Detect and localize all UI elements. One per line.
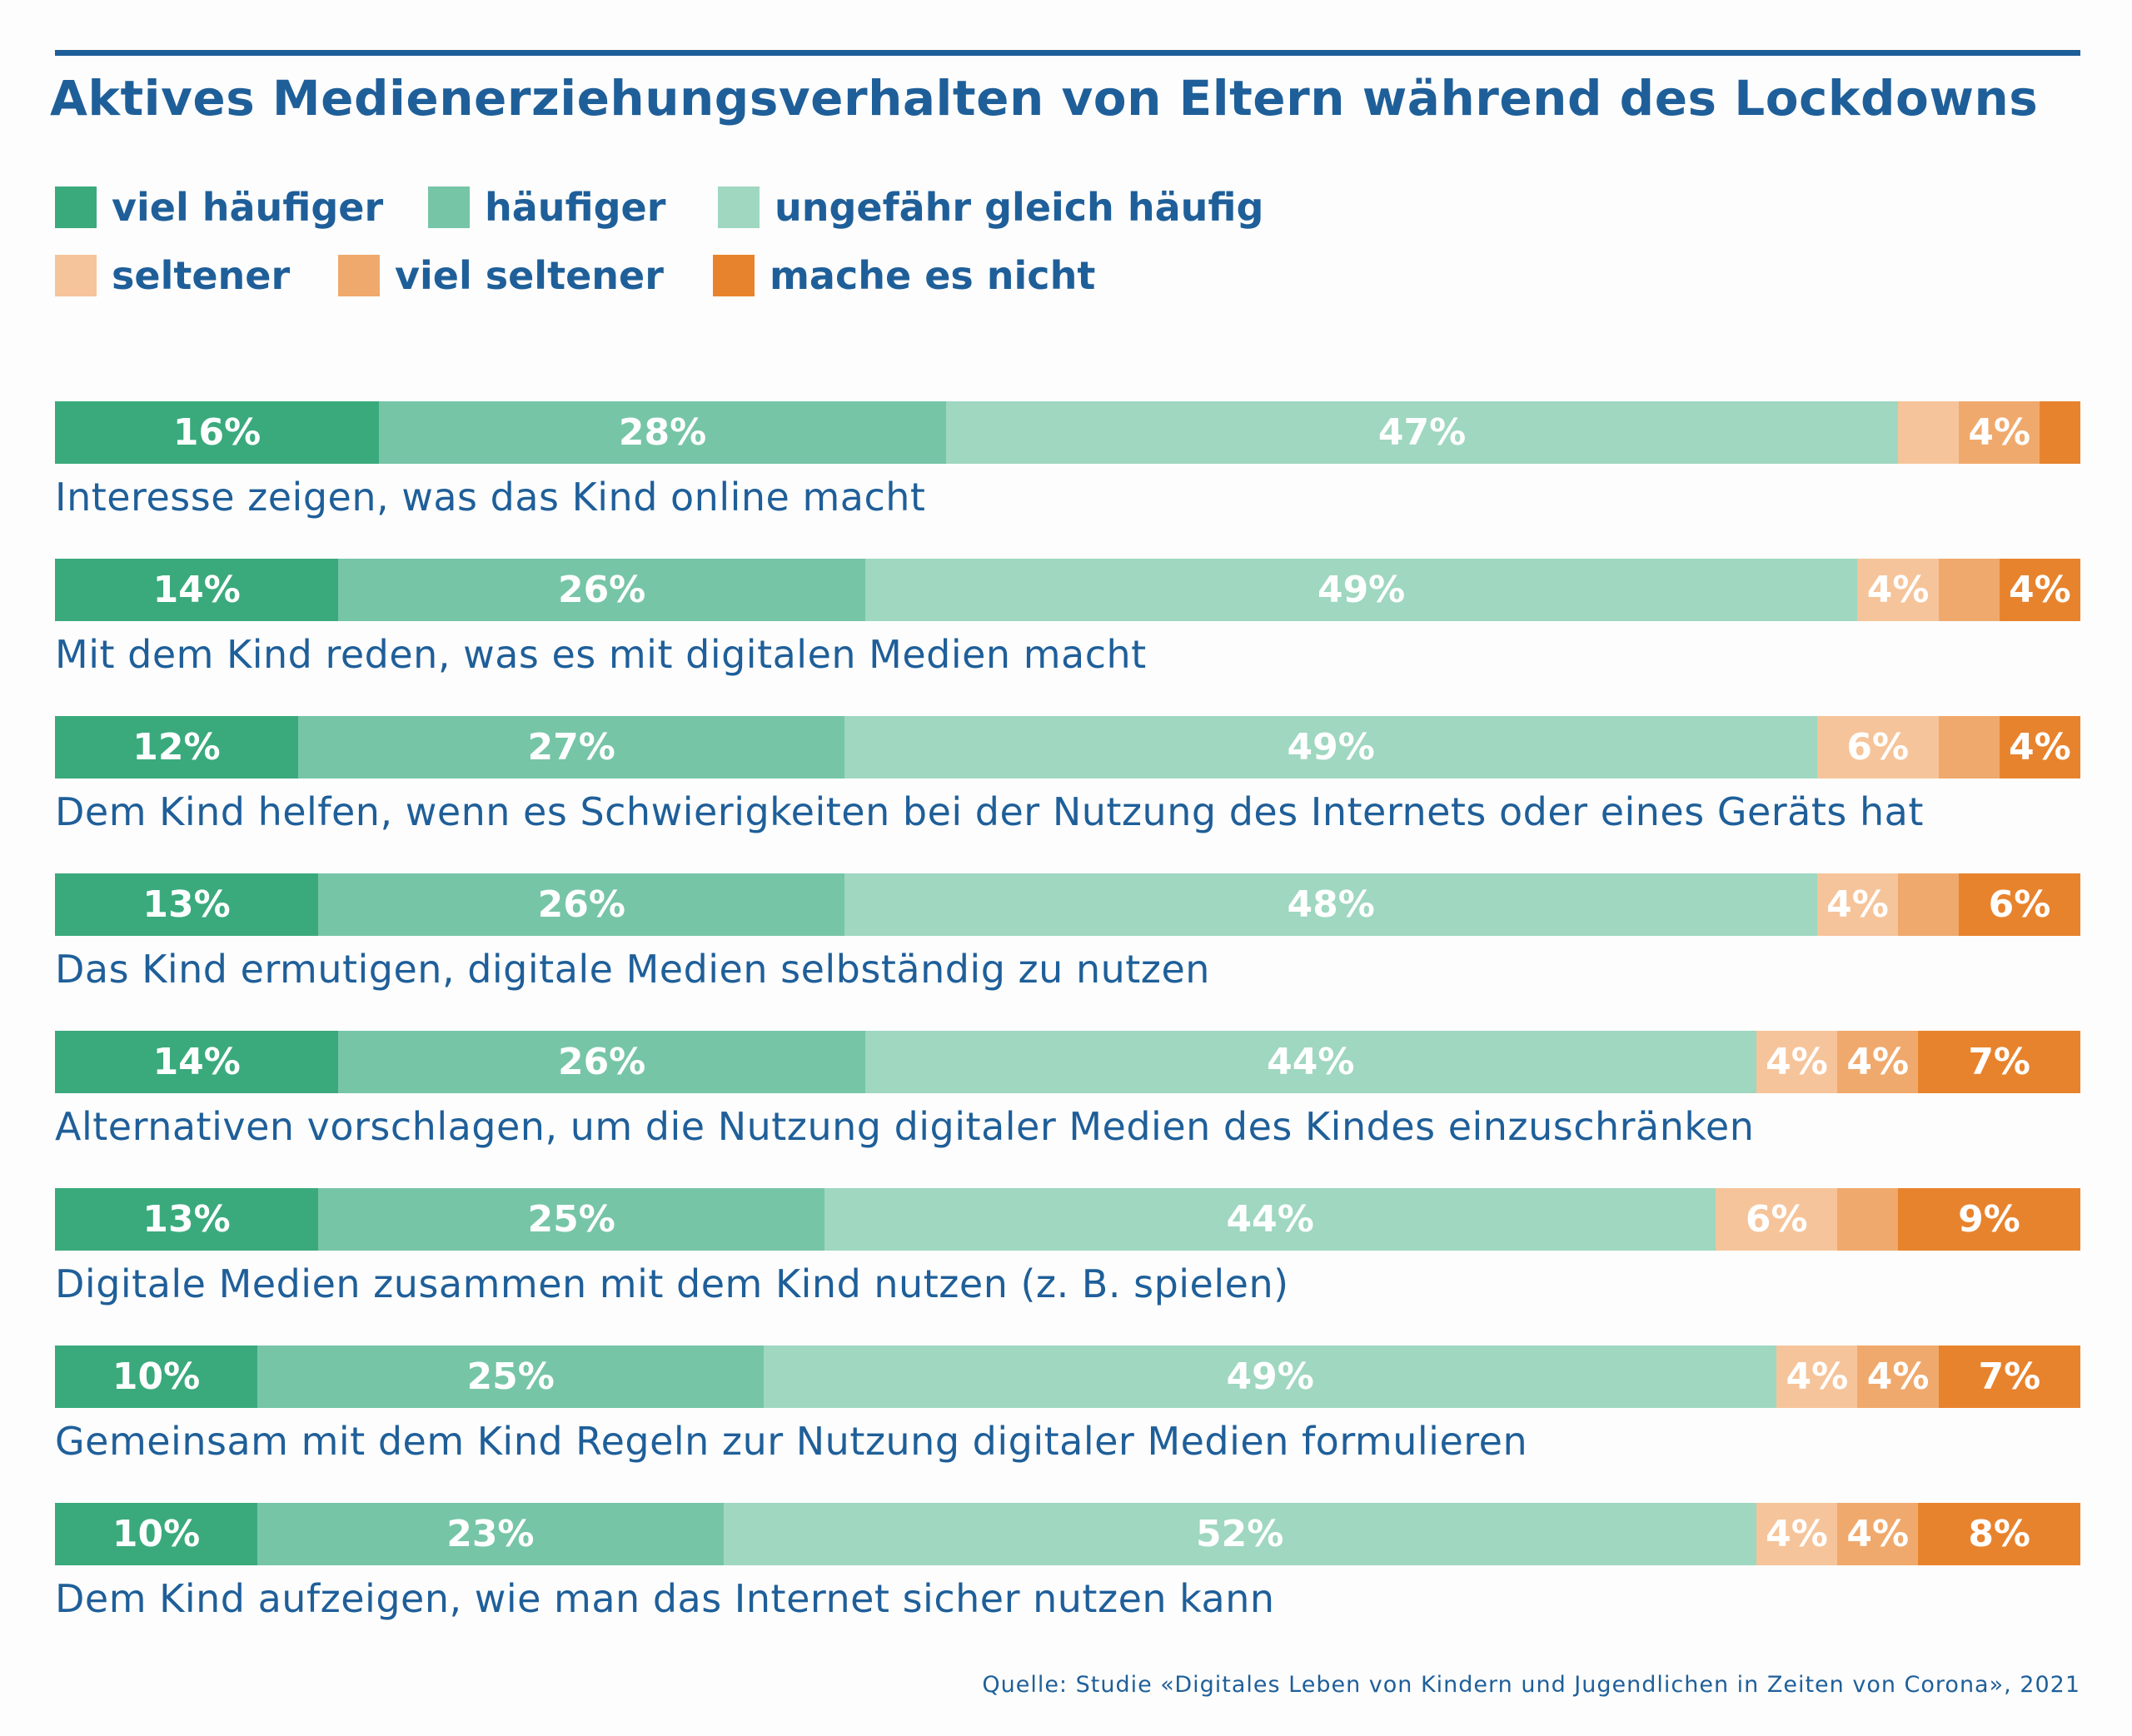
bar-row: 14% 26% 44% 4% 4% 7% Alternativen vorschlagen,… (55, 1031, 2080, 1187)
bar-segment: 26% (338, 559, 865, 621)
bar-row: 12% 27% 49% 6% 4% Dem Kind helfen, wenn es Sc… (55, 716, 2080, 873)
bar-segment: 49% (764, 1346, 1777, 1408)
bar-row: 10% 25% 49% 4% 4% 7% Gemeinsam mit dem Kind Re… (55, 1346, 2080, 1502)
bar-segment: 26% (338, 1031, 865, 1093)
bar-segment: 25% (318, 1188, 825, 1251)
category-label: Digitale Medien zusammen mit dem Kind nu… (55, 1261, 1289, 1306)
source-note: Quelle: Studie «Digitales Leben von Kind… (982, 1672, 2080, 1698)
legend: viel häufiger häufiger ungefähr gleich häu… (55, 185, 1387, 301)
title-rule (55, 50, 2080, 56)
legend-swatch (718, 187, 760, 228)
legend-swatch (55, 255, 97, 296)
bar-segment: 6% (1959, 873, 2080, 936)
bar-segment: 4% (1776, 1346, 1858, 1408)
legend-item: ungefähr gleich häufig (718, 185, 1263, 230)
bar-segment (1898, 873, 1960, 936)
bar-segment: 28% (379, 401, 947, 464)
chart-title: Aktives Medienerziehungsverhalten von El… (50, 70, 2039, 127)
bar-row: 13% 26% 48% 4% 6% Das Kind ermutigen, digital… (55, 873, 2080, 1030)
bar-segment: 4% (1756, 1503, 1838, 1565)
bar-row: 10% 23% 52% 4% 4% 8% Dem Kind aufzeigen, wie m… (55, 1503, 2080, 1659)
bar-segment: 12% (55, 716, 298, 778)
category-label: Gemeinsam mit dem Kind Regeln zur Nutzun… (55, 1419, 1528, 1464)
bar-segment: 52% (723, 1503, 1756, 1565)
legend-label: seltener (112, 253, 291, 298)
bar-segment: 25% (257, 1346, 765, 1408)
bar-segment: 6% (1816, 716, 1939, 778)
bar-segment: 4% (1837, 1031, 1919, 1093)
legend-item: seltener (55, 253, 290, 298)
bar-segment: 49% (864, 559, 1858, 621)
bar-segment: 23% (257, 1503, 724, 1565)
bar-segment: 4% (1837, 1503, 1919, 1565)
bar-segment: 44% (824, 1188, 1716, 1251)
bar-segment: 4% (1857, 559, 1939, 621)
bar-segment: 16% (55, 401, 380, 464)
legend-item: mache es nicht (713, 253, 1095, 298)
bar-segment: 4% (1999, 716, 2080, 778)
bar-segment: 14% (55, 559, 339, 621)
bar-segment: 10% (55, 1503, 258, 1565)
category-label: Das Kind ermutigen, digitale Medien selb… (55, 947, 1210, 992)
stacked-bar: 14% 26% 49% 4% 4% (55, 559, 2080, 621)
bar-segment: 26% (318, 873, 845, 936)
legend-swatch (713, 255, 755, 296)
bar-segment: 4% (1756, 1031, 1838, 1093)
legend-label: viel häufiger (112, 185, 384, 230)
bar-segment: 9% (1898, 1188, 2080, 1251)
bar-segment: 7% (1938, 1346, 2080, 1408)
category-label: Alternativen vorschlagen, um die Nutzung… (55, 1104, 1755, 1149)
bar-segment (1837, 1188, 1899, 1251)
bar-segment: 8% (1918, 1503, 2080, 1565)
bar-segment (1898, 401, 1960, 464)
stacked-bar: 10% 25% 49% 4% 4% 7% (55, 1346, 2080, 1408)
bar-segment: 48% (844, 873, 1817, 936)
bar-segment: 44% (864, 1031, 1756, 1093)
bar-segment: 14% (55, 1031, 339, 1093)
bar-segment: 10% (55, 1346, 258, 1408)
bar-segment: 13% (55, 1188, 319, 1251)
category-label: Interesse zeigen, was das Kind online ma… (55, 475, 926, 520)
bar-segment: 4% (1816, 873, 1899, 936)
legend-item: viel häufiger (55, 185, 383, 230)
legend-label: mache es nicht (770, 253, 1096, 298)
category-label: Dem Kind aufzeigen, wie man das Internet… (55, 1576, 1275, 1621)
stacked-bar: 16% 28% 47% 4% (55, 401, 2080, 464)
bar-segment: 27% (297, 716, 845, 778)
bar-segment: 4% (1999, 559, 2080, 621)
bar-row: 14% 26% 49% 4% 4% Mit dem Kind reden, was es … (55, 559, 2080, 715)
stacked-bar: 13% 25% 44% 6% 9% (55, 1188, 2080, 1251)
legend-item: häufiger (428, 185, 665, 230)
bar-segment: 4% (1959, 401, 2040, 464)
stacked-bar: 13% 26% 48% 4% 6% (55, 873, 2080, 936)
legend-item: viel seltener (338, 253, 664, 298)
bar-segment: 13% (55, 873, 319, 936)
legend-swatch (55, 187, 97, 228)
legend-label: häufiger (485, 185, 666, 230)
category-label: Mit dem Kind reden, was es mit digitalen… (55, 632, 1147, 677)
legend-swatch (428, 187, 470, 228)
bar-segment: 4% (1857, 1346, 1939, 1408)
category-label: Dem Kind helfen, wenn es Schwierigkeiten… (55, 789, 1924, 834)
legend-label: ungefähr gleich häufig (775, 185, 1264, 230)
bar-row: 16% 28% 47% 4% Interesse zeigen, was das Kin… (55, 401, 2080, 558)
stacked-bar: 10% 23% 52% 4% 4% 8% (55, 1503, 2080, 1565)
legend-label: viel seltener (395, 253, 664, 298)
stacked-bar: 12% 27% 49% 6% 4% (55, 716, 2080, 778)
bar-segment (2040, 401, 2080, 464)
bar-segment: 47% (946, 401, 1899, 464)
bar-row: 13% 25% 44% 6% 9% Digitale Medien zusammen mi… (55, 1188, 2080, 1345)
bar-segment: 49% (844, 716, 1817, 778)
bar-segment (1938, 559, 2000, 621)
bar-segment: 7% (1918, 1031, 2080, 1093)
legend-swatch (338, 255, 380, 296)
bar-segment: 6% (1716, 1188, 1838, 1251)
stacked-bar: 14% 26% 44% 4% 4% 7% (55, 1031, 2080, 1093)
bar-segment (1938, 716, 2000, 778)
